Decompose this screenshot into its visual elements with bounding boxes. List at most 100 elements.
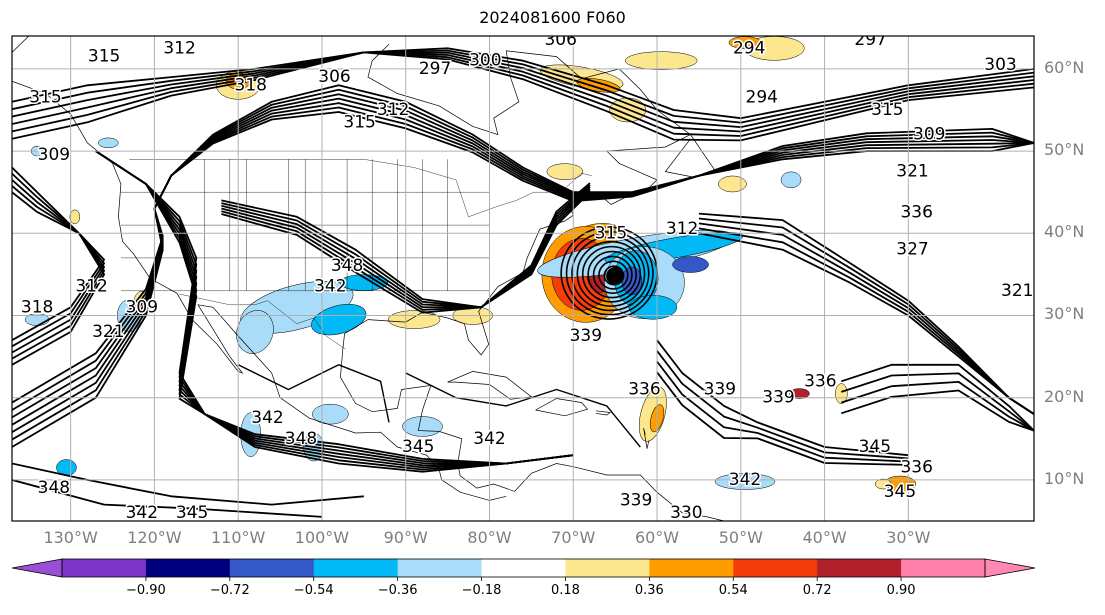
colorbar-segment [649,559,734,577]
shaded-region [387,310,441,329]
cyclone-contour [581,245,642,303]
contour-label: 336 [900,203,932,223]
contour-label: 342 [729,470,761,490]
contour-line [95,150,574,471]
contour-label: 348 [38,478,70,498]
coastline [12,80,507,501]
contour-line [237,364,390,423]
contour-label: 312 [75,277,107,297]
contour-label: 348 [285,429,317,449]
contour-line [95,150,574,467]
contour-label: 309 [38,145,70,165]
colorbar-segment [313,559,399,577]
border-line [179,293,346,350]
coastline [12,36,30,53]
contour-label: 342 [126,503,158,523]
cyclone-contour [592,255,633,295]
contour-line [221,182,591,314]
colorbar-segment [62,559,147,577]
colorbar [11,558,1036,581]
contour-label: 321 [1001,281,1033,301]
contour-label: 345 [402,437,434,457]
coastline [595,410,612,416]
shaded-region [311,304,367,336]
lat-tick-label: 60°N [1044,57,1085,77]
lon-tick-label: 100°W [294,528,350,547]
map-title: 2024081600 F060 [479,8,626,27]
graticule [12,36,1034,521]
colorbar-segment [817,559,902,577]
shaded-region [718,175,747,193]
lon-tick-label: 50°W [718,528,763,547]
coastline [664,134,717,178]
contour-label: 315 [88,47,120,67]
colorbar-segment [901,559,986,577]
contour-line [841,389,1034,432]
contour-line [841,380,1034,432]
shaded-region [789,388,810,399]
lon-tick-label: 130°W [43,528,98,547]
contour-label: 342 [251,408,283,428]
contour-label: 315 [29,88,61,108]
colorbar-segment [733,559,818,577]
contour-label: 345 [884,482,916,502]
coastline [340,348,725,521]
colorbar-segment [481,559,566,577]
shaded-region [402,416,443,437]
coastlines [12,36,725,521]
contour-label: 339 [762,388,794,408]
colorbar-segment [397,559,483,577]
contour-line [12,173,105,360]
colorbar-tick-label: −0.72 [209,583,250,598]
shaded-region [624,51,698,70]
coastline [342,43,692,356]
shaded-region [69,209,81,225]
contour-line [12,185,105,348]
lat-tick-label: 10°N [1044,468,1085,488]
contour-line [12,111,1034,404]
lon-tick-label: 90°W [383,528,428,547]
colorbar-tick-label: 0.90 [886,583,916,598]
contour-line [12,106,1034,411]
lon-tick-label: 110°W [210,528,266,547]
shaded-region [546,163,584,180]
colorbar-tick-label: −0.36 [377,583,418,598]
contour-label: 342 [473,429,505,449]
contour-line [405,372,641,448]
lon-tick-label: 80°W [467,528,512,547]
contour-label: 330 [670,503,702,523]
colorbar-segment [565,559,650,577]
contour-label: 321 [896,162,928,182]
contour-label: 318 [235,75,267,95]
contour-line [12,179,105,354]
shaded-region [714,473,776,490]
lat-tick-label: 50°N [1044,140,1085,160]
shaded-region [835,383,848,404]
coastline [535,398,589,417]
colorbar-under-arrow [11,558,63,578]
coastline [643,428,650,449]
contour-label: 297 [419,59,451,79]
colorbar-over-arrow [984,558,1036,578]
colorbar-tick-label: −0.54 [293,583,334,598]
shaded-region [874,478,892,490]
contour-label: 327 [896,240,928,260]
cyclone-contour [571,236,650,312]
contour-line [698,232,1034,415]
lat-tick-label: 30°N [1044,304,1085,324]
contour-label: 294 [746,88,778,108]
contour-line [221,187,591,309]
contour-label: 318 [21,297,53,317]
contour-label: 306 [544,30,576,50]
contour-line [95,150,574,465]
shaded-region [780,171,802,189]
contour-label: 348 [331,256,363,276]
lon-tick-label: 60°W [634,528,680,547]
colorbar-segment [229,559,315,577]
contour-label: 306 [318,67,350,87]
contour-label: 336 [804,371,836,391]
contour-line [841,363,1034,432]
contour-line [12,93,1034,433]
